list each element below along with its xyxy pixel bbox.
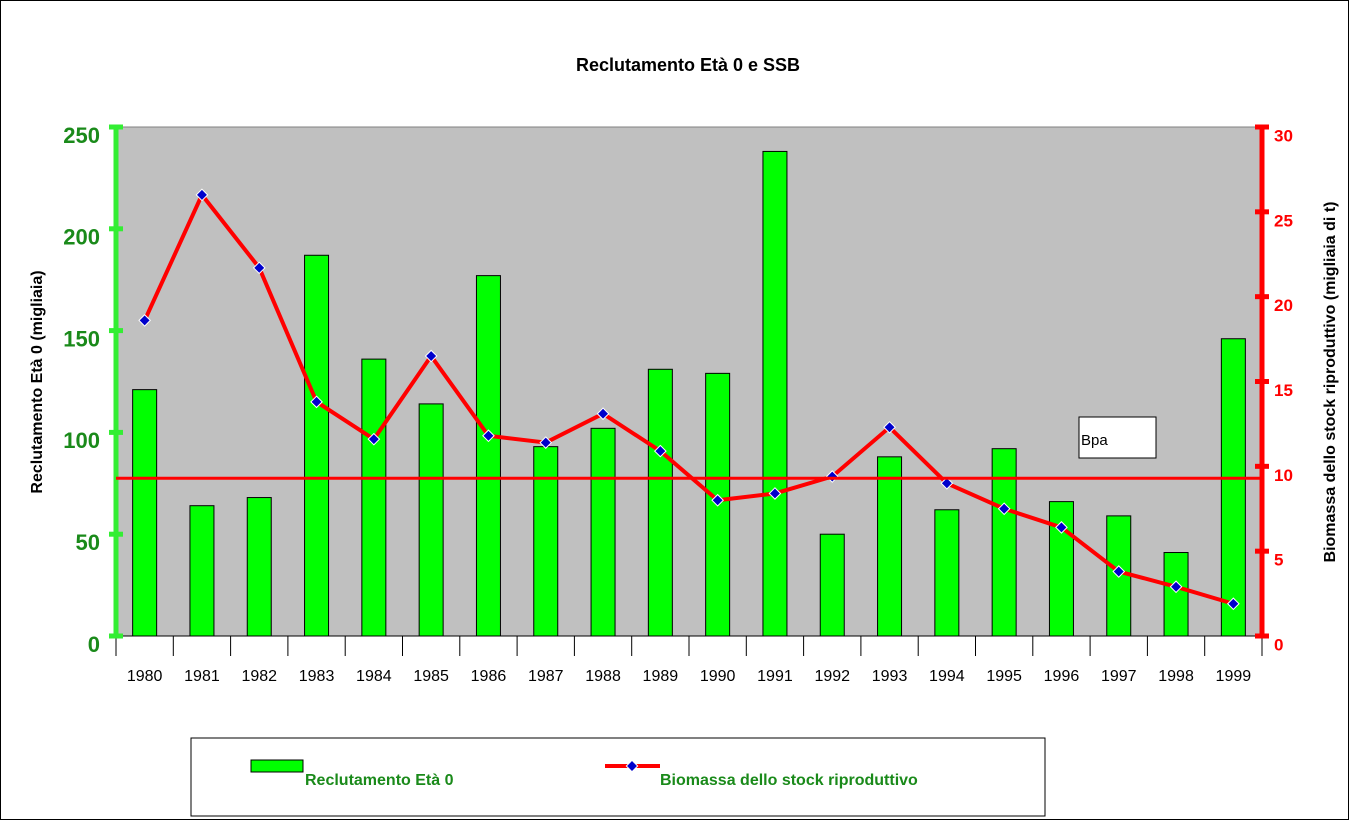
y2-tick-label: 5	[1274, 551, 1283, 570]
marker	[768, 487, 782, 500]
y-tick-label: 200	[63, 225, 100, 250]
chart-title: Reclutamento Età 0 e SSB	[576, 55, 800, 75]
marker	[711, 493, 725, 507]
y2-tick-label: 10	[1274, 466, 1293, 485]
marker	[310, 395, 323, 409]
marker	[367, 432, 381, 446]
x-tick-label: 1987	[528, 668, 564, 685]
marker	[940, 476, 954, 490]
bar	[246, 497, 272, 637]
bar	[991, 448, 1017, 637]
x-tick-label: 1983	[299, 668, 335, 685]
y-tick-label: 50	[76, 530, 100, 555]
y2-tick-label: 0	[1274, 635, 1283, 654]
y2-tick-label: 25	[1274, 211, 1293, 230]
marker	[195, 188, 209, 202]
marker	[1226, 597, 1240, 611]
x-tick-label: 1999	[1216, 668, 1252, 685]
y-tick-label: 100	[63, 428, 100, 453]
marker	[596, 407, 610, 421]
bar	[1163, 552, 1189, 637]
bar	[361, 358, 387, 637]
legend-swatch	[250, 759, 304, 773]
marker	[883, 420, 896, 434]
y-tick-label: 150	[63, 326, 100, 351]
x-tick-label: 1994	[929, 668, 965, 685]
y-tick-label: 0	[88, 632, 100, 657]
bar	[132, 389, 158, 637]
y-tick-label: 250	[63, 123, 100, 148]
bar	[475, 275, 501, 637]
bar	[418, 403, 444, 637]
bar	[762, 150, 788, 637]
x-tick-label: 1992	[814, 668, 850, 685]
x-tick-label: 1995	[986, 668, 1022, 685]
marker	[539, 436, 553, 449]
reference-label: Bpa	[1081, 432, 1108, 449]
marker	[1055, 521, 1068, 534]
marker	[424, 349, 438, 363]
y2-tick-label: 30	[1274, 126, 1293, 145]
x-tick-label: 1997	[1101, 668, 1137, 685]
legend-label: Reclutamento Età 0	[305, 772, 454, 789]
bar	[590, 427, 616, 637]
x-tick-label: 1980	[127, 668, 163, 685]
y2-tick-label: 20	[1274, 296, 1293, 315]
legend-marker	[625, 759, 639, 773]
x-tick-label: 1996	[1044, 668, 1080, 685]
x-tick-label: 1998	[1158, 668, 1194, 685]
marker	[653, 444, 667, 458]
marker	[138, 314, 152, 327]
reference-label-box	[1078, 416, 1157, 459]
marker	[1112, 565, 1126, 578]
bar	[647, 368, 673, 637]
x-tick-label: 1990	[700, 668, 736, 685]
marker	[997, 502, 1011, 516]
plot-area	[116, 127, 1262, 636]
x-tick-label: 1991	[757, 668, 793, 685]
bar	[819, 533, 845, 637]
x-tick-label: 1982	[241, 668, 277, 685]
bar	[533, 446, 559, 637]
legend-box	[190, 737, 1046, 817]
x-tick-label: 1981	[184, 668, 220, 685]
y-axis-title: Reclutamento Età 0 (migliaia)	[29, 270, 46, 493]
x-tick-label: 1989	[643, 668, 679, 685]
marker	[482, 429, 495, 443]
x-tick-label: 1988	[585, 668, 621, 685]
x-tick-label: 1984	[356, 668, 392, 685]
marker	[1169, 580, 1183, 594]
bar	[304, 254, 330, 637]
bar	[1220, 338, 1246, 637]
marker	[252, 261, 266, 275]
bar	[189, 505, 215, 637]
bar	[877, 456, 903, 637]
bar	[934, 509, 960, 637]
x-tick-label: 1986	[471, 668, 507, 685]
x-tick-label: 1993	[872, 668, 908, 685]
y2-tick-label: 15	[1274, 381, 1293, 400]
legend-label: Biomassa dello stock riproduttivo	[660, 772, 918, 789]
line	[142, 191, 1234, 606]
y2-axis-title: Biomassa dello stock riproduttivo (migli…	[1322, 202, 1339, 563]
x-tick-label: 1985	[413, 668, 449, 685]
